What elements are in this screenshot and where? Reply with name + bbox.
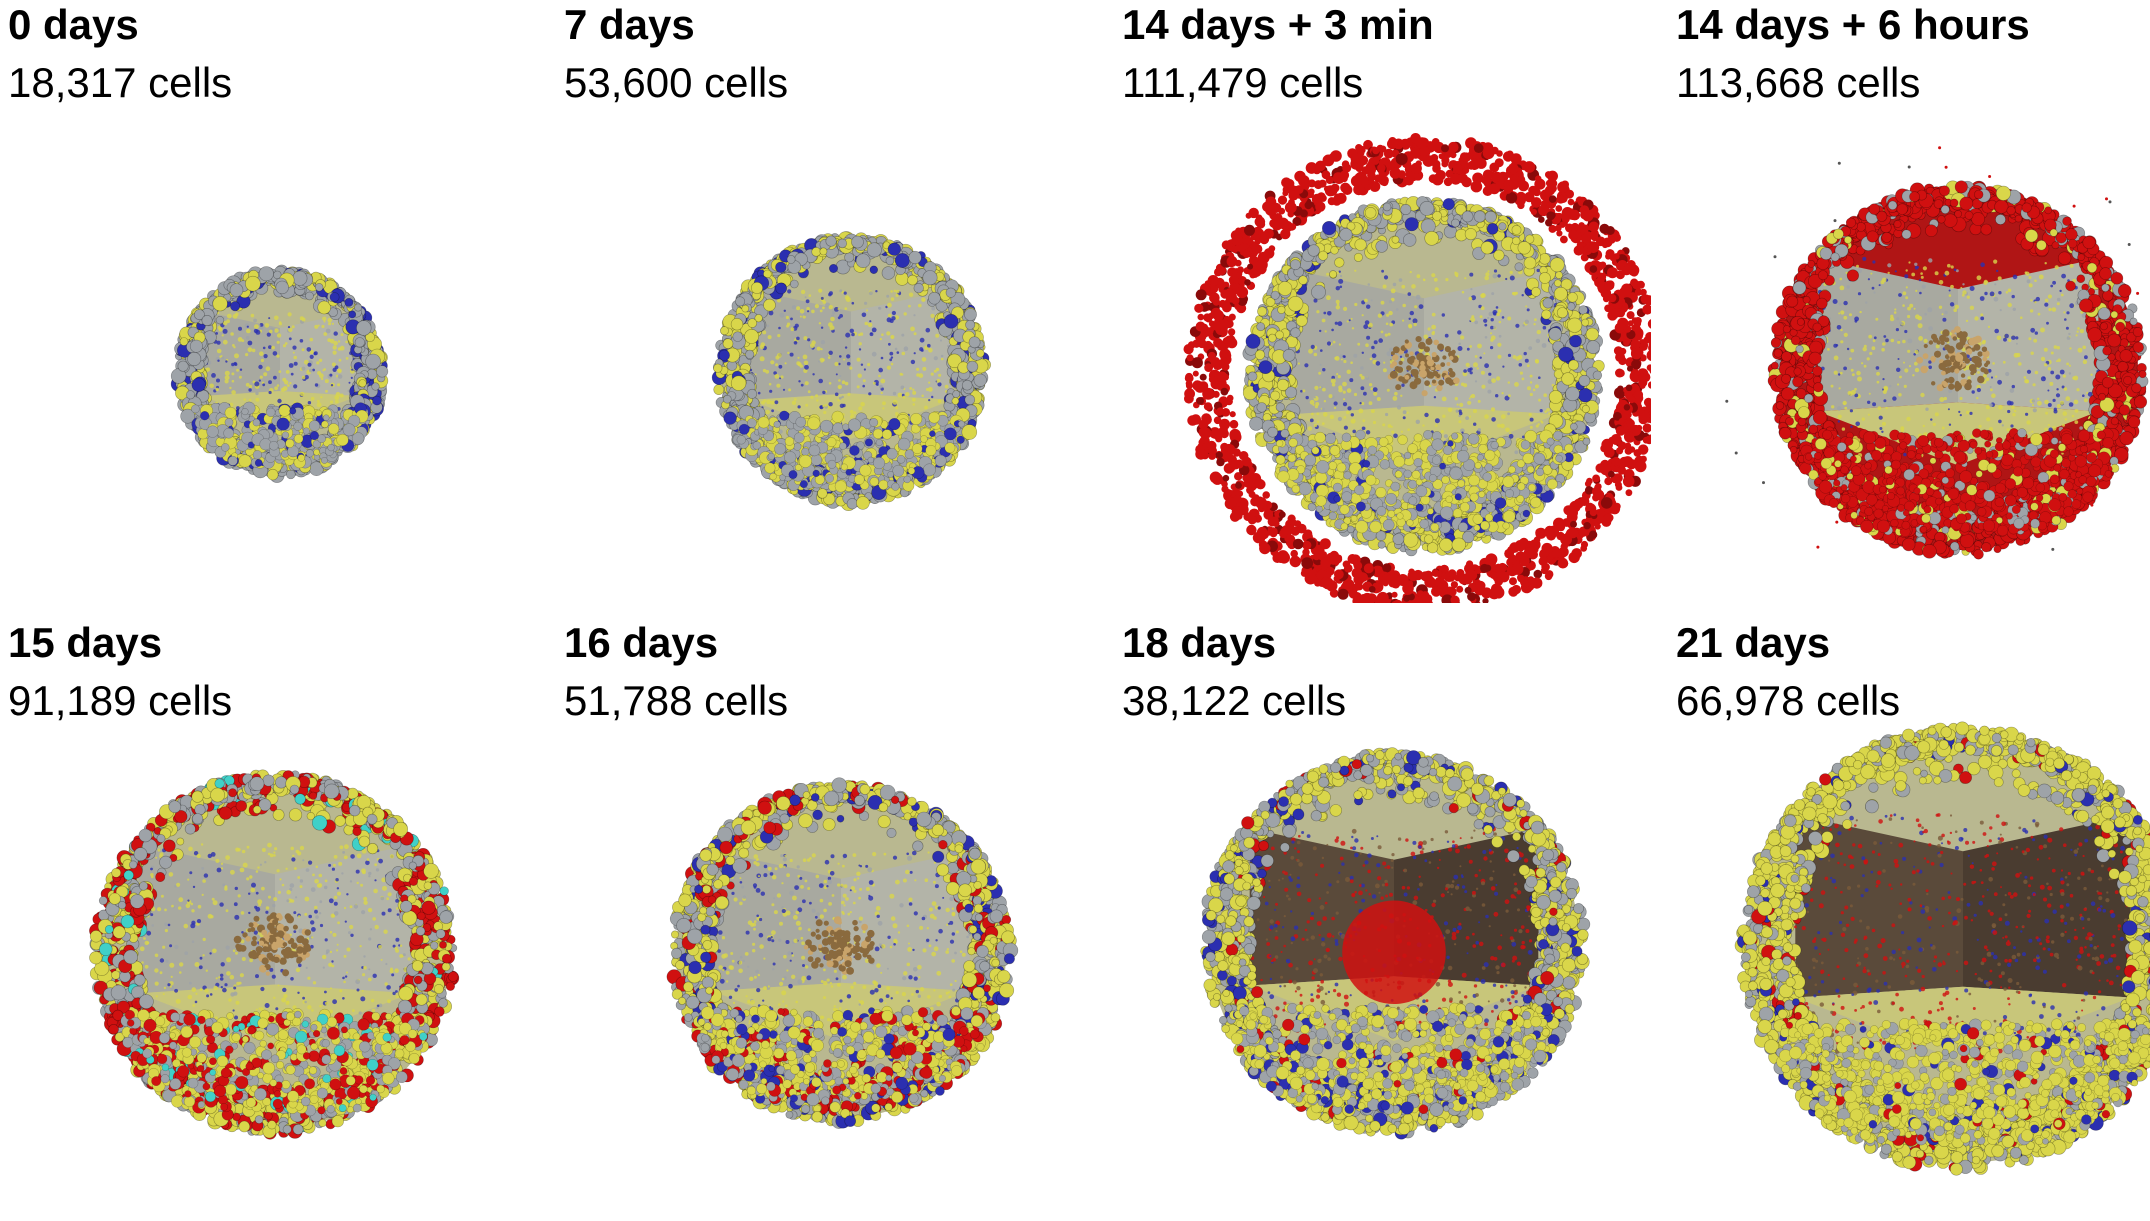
cell-count-label: 53,600 cells [564,58,788,108]
spheroid-render [89,770,459,1140]
time-label: 14 days + 3 min [1122,0,1434,58]
time-label: 0 days [8,0,232,58]
cell-count-label: 113,668 cells [1676,58,2030,108]
time-label: 16 days [564,618,788,676]
spheroid-render [1725,146,2150,559]
cell-count-label: 38,122 cells [1122,676,1346,726]
spheroid-render [712,232,991,511]
spheroid-render [1201,748,1590,1140]
cell-count-label: 51,788 cells [564,676,788,726]
spheroid-render [1735,722,2150,1176]
cell-count-label: 91,189 cells [8,676,232,726]
cell-count-label: 18,317 cells [8,58,232,108]
spheroid-render [667,778,1018,1129]
time-label: 18 days [1122,618,1346,676]
cell-count-label: 66,978 cells [1676,676,1900,726]
time-label: 21 days [1676,618,1900,676]
time-label: 14 days + 6 hours [1676,0,2030,58]
time-label: 7 days [564,0,788,58]
cell-count-label: 111,479 cells [1122,58,1434,108]
spheroid-render [1184,133,1652,603]
time-label: 15 days [8,618,232,676]
spheroid-render [171,265,388,483]
